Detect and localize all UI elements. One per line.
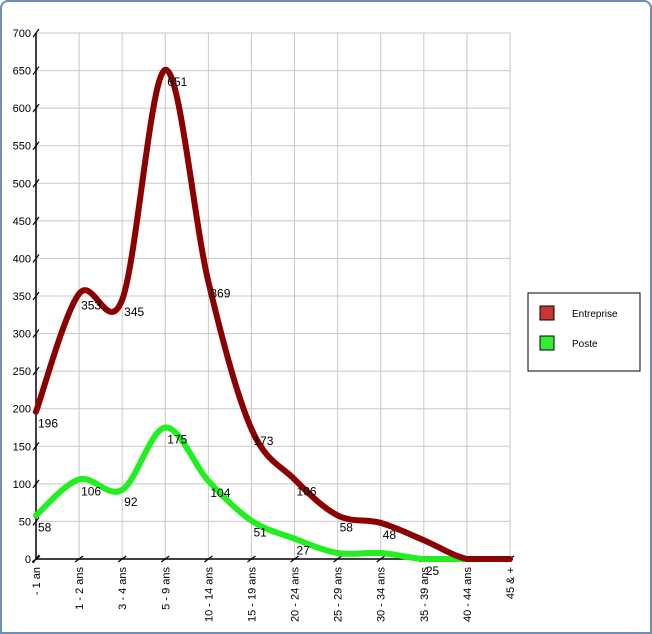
y-tick-label: 200: [13, 404, 31, 416]
x-tick-label: 35 - 39 ans: [419, 567, 431, 623]
data-label: 27: [297, 544, 311, 558]
y-tick-label: 0: [25, 554, 31, 566]
x-axis-ticks: - 1 an 1 - 2 ans 3 - 4 ans 5 - 9 ans 10 - 14…: [31, 555, 517, 623]
x-tick-label: 10 - 14 ans: [203, 567, 215, 623]
y-tick-label: 400: [13, 253, 31, 265]
x-tick-label: 15 - 19 ans: [246, 567, 258, 623]
y-tick-mark: [32, 28, 40, 38]
data-label: 369: [210, 287, 230, 301]
data-label: 651: [167, 75, 187, 89]
data-label: 48: [383, 528, 397, 542]
x-tick-label: 3 - 4 ans: [117, 567, 129, 610]
series-line-entreprise: [33, 66, 513, 562]
x-tick-mark: [333, 555, 342, 563]
y-tick-mark: [32, 103, 40, 113]
data-label: 173: [253, 434, 273, 448]
x-tick-mark: [160, 555, 170, 563]
y-tick-label: 50: [19, 516, 31, 528]
x-tick-label: 40 - 44 ans: [462, 567, 474, 623]
legend-label: Poste: [572, 339, 598, 350]
data-label: 58: [340, 520, 354, 534]
data-label: 104: [210, 486, 230, 500]
y-tick-label: 250: [13, 366, 31, 378]
y-tick-label: 150: [13, 441, 31, 453]
legend-swatch: [539, 335, 555, 351]
legend-box: [527, 292, 641, 372]
y-tick-mark: [32, 254, 40, 263]
data-label: 196: [38, 417, 58, 431]
x-tick-label: 45 & +: [505, 567, 517, 599]
data-label: 106: [81, 484, 101, 498]
y-tick-label: 350: [13, 291, 31, 303]
grid-lines: [35, 32, 511, 560]
y-tick-label: 100: [13, 479, 31, 491]
y-tick-mark: [32, 178, 40, 188]
y-tick-label: 450: [13, 216, 31, 228]
y-tick-label: 600: [13, 103, 31, 115]
series-lines: [33, 66, 513, 562]
data-label: 106: [297, 484, 317, 498]
x-tick-label: 20 - 24 ans: [290, 567, 302, 623]
x-tick-mark: [31, 555, 41, 563]
y-tick-mark: [32, 329, 40, 338]
x-tick-label: - 1 an: [31, 567, 43, 595]
x-tick-label: 30 - 34 ans: [376, 567, 388, 623]
x-tick-mark: [290, 555, 299, 563]
y-tick-label: 700: [13, 28, 31, 40]
legend-label: Entreprise: [572, 309, 618, 320]
y-tick-mark: [32, 141, 40, 151]
data-label: 92: [124, 495, 138, 509]
data-label: 25: [426, 564, 440, 578]
y-tick-mark: [32, 66, 40, 75]
x-tick-label: 1 - 2 ans: [74, 567, 86, 610]
y-tick-mark: [32, 366, 40, 376]
legend: Entreprise Poste: [527, 292, 641, 372]
x-tick-mark: [247, 555, 256, 563]
y-tick-label: 500: [13, 178, 31, 190]
data-label: 51: [253, 526, 267, 540]
y-axis-ticks: 0 50 100 150 200 250 300 350 400 450 500 550 600 650 7…: [13, 28, 40, 566]
data-label: 353: [81, 299, 101, 313]
data-label: 345: [124, 305, 144, 319]
data-labels: 196 353 345 651 369 173 106 58 48 58 106 92 175 104 51…: [38, 75, 439, 578]
y-tick-label: 550: [13, 141, 31, 153]
x-tick-mark: [74, 555, 84, 563]
x-tick-label: 5 - 9 ans: [160, 567, 172, 610]
x-tick-mark: [117, 555, 127, 563]
y-tick-label: 300: [13, 329, 31, 341]
y-tick-mark: [32, 517, 40, 526]
series-line-poste: [33, 424, 513, 562]
data-label: 175: [167, 433, 187, 447]
y-tick-mark: [32, 291, 40, 301]
y-tick-mark: [32, 441, 40, 451]
y-tick-mark: [32, 479, 40, 489]
x-tick-label: 25 - 29 ans: [333, 567, 345, 623]
data-label: 58: [38, 520, 52, 534]
legend-swatch: [539, 305, 555, 321]
y-tick-mark: [32, 216, 40, 226]
y-tick-label: 650: [13, 66, 31, 78]
x-tick-mark: [376, 555, 386, 563]
x-tick-mark: [204, 555, 213, 563]
